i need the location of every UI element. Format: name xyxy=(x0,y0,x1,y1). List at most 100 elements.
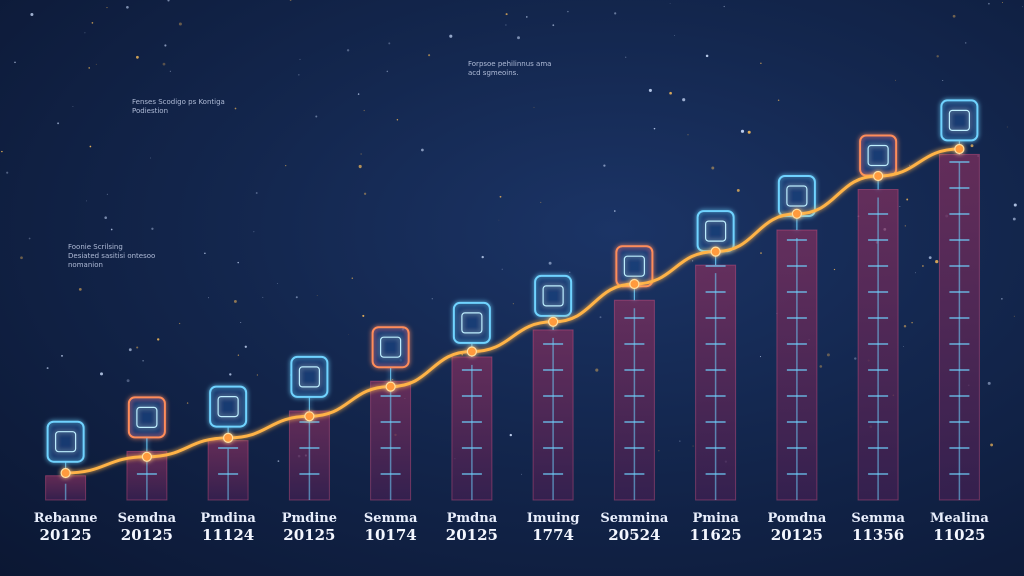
star-dot xyxy=(233,299,237,303)
star-dot xyxy=(595,368,599,372)
icon-body xyxy=(452,301,491,344)
star-dot xyxy=(899,206,901,207)
star-dot xyxy=(1013,203,1017,207)
x-tick-label-year: 11025 xyxy=(933,526,985,544)
icon-detail xyxy=(623,255,645,277)
star-dot xyxy=(1012,217,1016,221)
star-dot xyxy=(46,367,49,370)
trend-point-7 xyxy=(548,316,559,327)
star-dot xyxy=(935,260,939,264)
star-dot xyxy=(100,372,103,376)
star-dot xyxy=(509,433,512,437)
star-dot xyxy=(289,0,292,1)
star-dot xyxy=(990,443,994,447)
star-dot xyxy=(91,22,94,24)
x-tick-label-year: 20125 xyxy=(446,526,498,544)
star-dot xyxy=(86,200,87,202)
star-dot xyxy=(1002,2,1003,3)
trend-point-4 xyxy=(304,411,315,422)
star-dot xyxy=(747,130,751,134)
star-dot xyxy=(512,303,514,305)
star-dot xyxy=(682,98,686,102)
star-dot xyxy=(84,32,86,34)
star-dot xyxy=(6,171,9,174)
x-tick-label-name: Pomdna xyxy=(767,511,826,526)
book-icon xyxy=(696,210,735,266)
star-dot xyxy=(921,265,924,267)
star-dot xyxy=(244,345,247,348)
star-dot xyxy=(970,144,974,148)
star-dot xyxy=(351,277,354,280)
icon-detail xyxy=(705,220,727,242)
trend-point-6 xyxy=(466,346,477,357)
star-dot xyxy=(552,24,555,27)
annotation-3: Forpsoe pehilinnus ama acd sgmeoins. xyxy=(468,60,552,77)
star-dot xyxy=(614,210,616,212)
trend-point-5 xyxy=(385,381,396,392)
star-dot xyxy=(298,74,300,76)
x-tick-label-year: 20125 xyxy=(771,526,823,544)
x-tick-label-name: Semma xyxy=(851,511,905,526)
star-dot xyxy=(360,153,362,155)
star-dot xyxy=(964,42,967,44)
bar-icons xyxy=(46,99,979,476)
star-dot xyxy=(988,2,990,5)
star-dot xyxy=(669,3,671,5)
star-dot xyxy=(348,333,349,335)
ship-icon xyxy=(777,175,816,230)
x-tick-label-year: 10174 xyxy=(365,526,417,544)
star-dot xyxy=(517,36,520,40)
star-dot xyxy=(736,188,740,192)
star-dot xyxy=(142,360,144,362)
star-dot xyxy=(906,198,909,201)
star-dot xyxy=(648,88,652,92)
star-dot xyxy=(833,268,836,271)
star-dot xyxy=(567,10,569,13)
ring-icon xyxy=(371,326,410,382)
star-dot xyxy=(687,134,689,136)
star-dot xyxy=(904,225,906,227)
star-dot xyxy=(826,353,830,357)
star-dot xyxy=(346,49,350,52)
star-dot xyxy=(760,62,762,64)
star-dot xyxy=(285,165,287,167)
star-dot xyxy=(915,272,917,274)
star-dot xyxy=(723,5,725,8)
star-dot xyxy=(316,295,318,296)
star-dot xyxy=(392,379,394,381)
star-dot xyxy=(78,288,82,291)
x-tick-label-year: 20125 xyxy=(40,526,92,544)
star-dot xyxy=(14,61,16,64)
x-tick-label-year: 11124 xyxy=(202,526,254,544)
icon-body xyxy=(46,420,85,463)
star-dot xyxy=(711,166,715,170)
icon-detail xyxy=(136,406,158,428)
star-dot xyxy=(505,24,507,26)
star-dot xyxy=(431,298,433,300)
star-dot xyxy=(705,54,709,58)
star-dot xyxy=(30,12,34,17)
star-dot xyxy=(89,145,92,148)
x-tick-label-name: Pmina xyxy=(692,511,739,526)
icon-detail xyxy=(298,366,320,388)
star-dot xyxy=(759,356,762,358)
star-dot xyxy=(104,216,107,219)
star-dot xyxy=(740,129,745,133)
x-tick-label-year: 11625 xyxy=(690,526,742,544)
star-dot xyxy=(569,271,571,273)
star-dot xyxy=(178,322,181,325)
star-dot xyxy=(658,450,660,452)
x-tick-label-year: 20524 xyxy=(608,526,660,544)
icon-body xyxy=(696,210,735,253)
x-tick-label-year: 1774 xyxy=(532,526,574,544)
star-dot xyxy=(237,354,240,356)
star-dot xyxy=(895,79,896,81)
crystal-icon xyxy=(940,99,979,155)
star-dot xyxy=(237,261,239,264)
star-dot xyxy=(240,321,242,324)
x-tick-label-year: 11356 xyxy=(852,526,904,544)
trend-point-9 xyxy=(710,246,721,257)
star-dot xyxy=(164,44,167,47)
star-dot xyxy=(525,16,528,18)
